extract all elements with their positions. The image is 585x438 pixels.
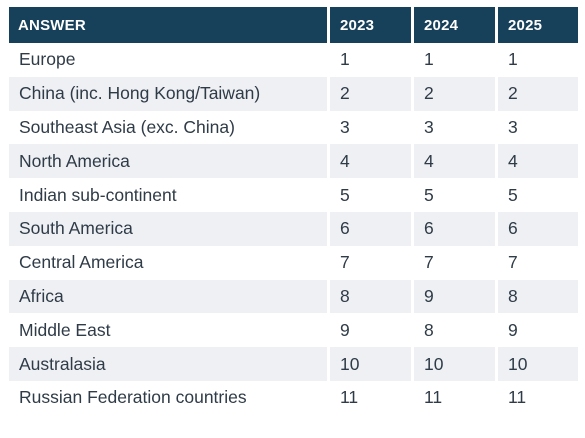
header-2024: 2024 xyxy=(411,7,495,43)
table-body: Europe 1 1 1 China (inc. Hong Kong/Taiwan) 2 2… xyxy=(9,43,578,415)
value-2023-cell: 8 xyxy=(327,279,411,314)
value-2024-cell: 11 xyxy=(411,380,495,415)
value-2025-cell: 7 xyxy=(495,245,578,280)
header-answer: ANSWER xyxy=(9,7,327,43)
answer-cell: Africa xyxy=(9,279,327,314)
value-2023-cell: 6 xyxy=(327,211,411,246)
value-2025-cell: 5 xyxy=(495,178,578,212)
table-header: ANSWER 2023 2024 2025 xyxy=(9,7,578,43)
table-row: Indian sub-continent 5 5 5 xyxy=(9,178,578,212)
answer-cell: China (inc. Hong Kong/Taiwan) xyxy=(9,76,327,111)
table-row: Africa 8 9 8 xyxy=(9,279,578,314)
table-row: Russian Federation countries 11 11 11 xyxy=(9,380,578,415)
table-row: Central America 7 7 7 xyxy=(9,245,578,280)
value-2025-cell: 11 xyxy=(495,380,578,415)
value-2024-cell: 6 xyxy=(411,211,495,246)
table-row: Southeast Asia (exc. China) 3 3 3 xyxy=(9,110,578,145)
table-row: Europe 1 1 1 xyxy=(9,43,578,77)
value-2023-cell: 5 xyxy=(327,178,411,212)
value-2025-cell: 6 xyxy=(495,211,578,246)
value-2024-cell: 9 xyxy=(411,279,495,314)
value-2023-cell: 3 xyxy=(327,110,411,145)
table-row: China (inc. Hong Kong/Taiwan) 2 2 2 xyxy=(9,76,578,111)
value-2023-cell: 2 xyxy=(327,76,411,111)
value-2023-cell: 9 xyxy=(327,313,411,348)
value-2024-cell: 7 xyxy=(411,245,495,280)
answer-cell: Russian Federation countries xyxy=(9,380,327,415)
header-row: ANSWER 2023 2024 2025 xyxy=(9,7,578,43)
table-row: Australasia 10 10 10 xyxy=(9,347,578,381)
value-2025-cell: 1 xyxy=(495,43,578,77)
value-2024-cell: 1 xyxy=(411,43,495,77)
header-2023: 2023 xyxy=(327,7,411,43)
ranking-table: ANSWER 2023 2024 2025 Europe 1 1 1 China (in… xyxy=(9,7,578,415)
value-2023-cell: 7 xyxy=(327,245,411,280)
value-2024-cell: 5 xyxy=(411,178,495,212)
value-2025-cell: 10 xyxy=(495,347,578,381)
table-row: North America 4 4 4 xyxy=(9,144,578,179)
header-2025: 2025 xyxy=(495,7,578,43)
value-2025-cell: 9 xyxy=(495,313,578,348)
answer-cell: Southeast Asia (exc. China) xyxy=(9,110,327,145)
value-2025-cell: 2 xyxy=(495,76,578,111)
value-2023-cell: 11 xyxy=(327,380,411,415)
answer-cell: South America xyxy=(9,211,327,246)
value-2024-cell: 2 xyxy=(411,76,495,111)
value-2024-cell: 4 xyxy=(411,144,495,179)
answer-cell: Indian sub-continent xyxy=(9,178,327,212)
value-2025-cell: 3 xyxy=(495,110,578,145)
answer-cell: Australasia xyxy=(9,347,327,381)
value-2024-cell: 3 xyxy=(411,110,495,145)
value-2024-cell: 10 xyxy=(411,347,495,381)
answer-cell: North America xyxy=(9,144,327,179)
answer-cell: Central America xyxy=(9,245,327,280)
value-2025-cell: 8 xyxy=(495,279,578,314)
answer-cell: Europe xyxy=(9,43,327,77)
answer-cell: Middle East xyxy=(9,313,327,348)
table-row: South America 6 6 6 xyxy=(9,211,578,246)
value-2023-cell: 4 xyxy=(327,144,411,179)
value-2025-cell: 4 xyxy=(495,144,578,179)
table-row: Middle East 9 8 9 xyxy=(9,313,578,348)
value-2024-cell: 8 xyxy=(411,313,495,348)
value-2023-cell: 1 xyxy=(327,43,411,77)
value-2023-cell: 10 xyxy=(327,347,411,381)
